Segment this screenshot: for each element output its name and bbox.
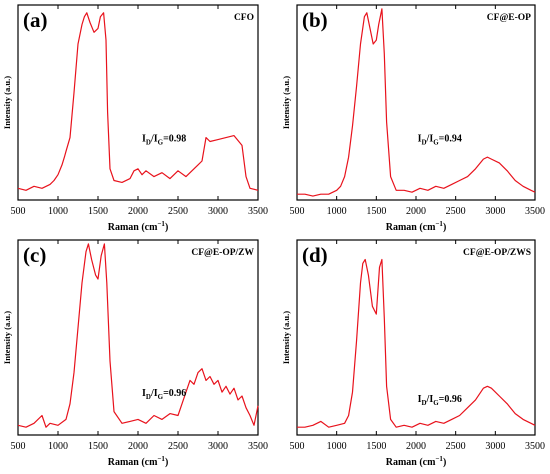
x-axis-label-part: Raman (cm (108, 222, 158, 233)
panel-label: (a) (23, 8, 48, 32)
x-axis-label: Raman (cm−1) (108, 220, 169, 233)
series-line (17, 12, 259, 191)
y-axis-label: Intensity (a.u.) (281, 311, 291, 364)
x-tick-label: 3000 (485, 206, 505, 217)
x-axis-label-part: Raman (cm (386, 457, 436, 468)
x-tick-label: 1000 (327, 206, 347, 217)
x-tick-label: 1000 (48, 441, 68, 452)
ratio-annotation-part: D (146, 393, 151, 401)
x-tick-label: 2000 (128, 441, 148, 452)
x-tick-label: 3000 (208, 206, 228, 217)
x-axis-label-part: −1 (435, 220, 443, 228)
ratio-annotation-part: G (158, 393, 164, 401)
x-axis-label: Raman (cm−1) (108, 455, 169, 468)
ratio-annotation: ID/IG=0.96 (142, 388, 186, 401)
x-tick-label: 500 (290, 206, 305, 217)
x-tick-label: 1500 (366, 441, 386, 452)
x-axis-label-part: −1 (157, 220, 165, 228)
x-tick-label: 2000 (406, 441, 426, 452)
x-axis-label-part: Raman (cm (386, 222, 436, 233)
x-tick-label: 2500 (446, 441, 466, 452)
x-axis-label-part: ) (443, 457, 446, 468)
ratio-annotation-part: /I (426, 394, 434, 405)
ratio-annotation: ID/IG=0.96 (418, 394, 462, 407)
ratio-annotation-part: D (421, 399, 426, 407)
sample-name: CF@E-OP (487, 13, 531, 23)
x-tick-label: 1500 (88, 206, 108, 217)
ratio-annotation-part: G (433, 399, 439, 407)
x-tick-label: 3500 (248, 441, 268, 452)
panel-label: (d) (302, 243, 328, 267)
ratio-annotation-part: G (158, 139, 164, 147)
x-tick-label: 2000 (128, 206, 148, 217)
x-tick-label: 500 (11, 206, 26, 217)
panel-label: (c) (23, 243, 46, 267)
ratio-annotation-part: G (433, 139, 439, 147)
plot-frame (296, 239, 536, 436)
sample-name: CF@E-OP/ZWS (463, 248, 531, 258)
x-tick-label: 2500 (168, 206, 188, 217)
ratio-annotation-part: =0.98 (163, 134, 186, 145)
series-line (297, 8, 536, 197)
plot-frame (296, 4, 536, 201)
x-tick-label: 3500 (525, 441, 545, 452)
x-tick-label: 2000 (406, 206, 426, 217)
x-axis-label: Raman (cm−1) (386, 220, 447, 233)
x-axis-label-part: −1 (435, 455, 443, 463)
y-axis-label: Intensity (a.u.) (2, 76, 12, 129)
x-tick-label: 1500 (88, 441, 108, 452)
ratio-annotation-part: I (418, 134, 422, 145)
y-axis-label: Intensity (a.u.) (281, 76, 291, 129)
ratio-annotation-part: =0.94 (439, 134, 462, 145)
panel-label: (b) (302, 8, 328, 32)
series-line (17, 243, 259, 428)
x-axis-label-part: ) (165, 457, 168, 468)
ratio-annotation-part: D (146, 139, 151, 147)
x-tick-label: 3500 (525, 206, 545, 217)
plot-frame (17, 4, 259, 201)
ratio-annotation-part: =0.96 (439, 394, 462, 405)
ratio-annotation-part: /I (150, 388, 158, 399)
ratio-annotation: ID/IG=0.98 (142, 134, 186, 147)
x-tick-label: 1500 (366, 206, 386, 217)
x-tick-label: 500 (11, 441, 26, 452)
x-tick-label: 3000 (208, 441, 228, 452)
x-tick-label: 1000 (327, 441, 347, 452)
panel-1: 500 1000 1500 2000 2500 3000 3500 (a) CFO ID/IG=0… (2, 4, 268, 233)
plot-frame (17, 239, 259, 436)
sample-name: CFO (234, 13, 254, 23)
ratio-annotation-part: I (142, 134, 146, 145)
ratio-annotation-part: I (142, 388, 146, 399)
x-axis-label: Raman (cm−1) (386, 455, 447, 468)
x-axis-label-part: ) (165, 222, 168, 233)
panel-2: 500 1000 1500 2000 2500 3000 3500 (b) CF@E-OP ID/… (281, 4, 545, 233)
ratio-annotation-part: =0.96 (163, 388, 186, 399)
x-axis-label-part: ) (443, 222, 446, 233)
panels: 500 1000 1500 2000 2500 3000 3500(a) CFOID/IG=0… (2, 4, 545, 468)
ratio-annotation-part: /I (426, 134, 434, 145)
x-tick-label: 3500 (248, 206, 268, 217)
x-tick-label: 2500 (446, 206, 466, 217)
series-line (297, 258, 536, 428)
sample-name: CF@E-OP/ZW (191, 248, 254, 258)
panel-4: 500 1000 1500 2000 2500 3000 3500 (d) CF@E-OP/ZW… (281, 239, 545, 468)
x-tick-label: 1000 (48, 206, 68, 217)
x-tick-label: 2500 (168, 441, 188, 452)
ratio-annotation-part: /I (150, 134, 158, 145)
ratio-annotation-part: D (421, 139, 426, 147)
ratio-annotation: ID/IG=0.94 (418, 134, 462, 147)
y-axis-label: Intensity (a.u.) (2, 311, 12, 364)
x-axis-label-part: −1 (157, 455, 165, 463)
ratio-annotation-part: I (418, 394, 422, 405)
x-axis-label-part: Raman (cm (108, 457, 158, 468)
x-tick-label: 3000 (485, 441, 505, 452)
panel-3: 500 1000 1500 2000 2500 3000 3500 (c) CF@E-OP/ZW… (2, 239, 268, 468)
x-tick-label: 500 (290, 441, 305, 452)
